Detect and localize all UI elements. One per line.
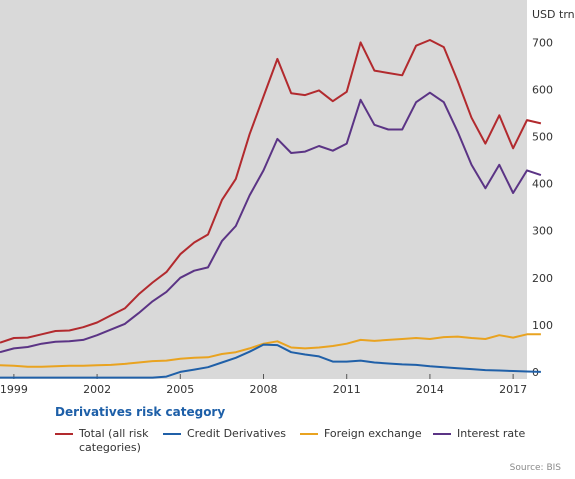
x-axis-ticks: 1999 2002 2005 2008 2011 2014 2017: [0, 374, 527, 396]
x-tick-label: 2002: [83, 383, 111, 396]
source-note: Source: BIS: [509, 463, 561, 473]
x-tick-label: 2017: [499, 383, 527, 396]
plot-area: [0, 0, 527, 379]
legend-item-interest: Interest rate: [433, 427, 525, 441]
legend-swatch-fx: [300, 433, 318, 435]
legend-label-total-line2: categories): [79, 441, 141, 454]
series-line-foreign-exchange: [0, 333, 541, 368]
series-line-credit-derivatives: [0, 343, 541, 379]
legend-label-fx: Foreign exchange: [324, 427, 422, 440]
x-tick-label: 2005: [166, 383, 194, 396]
x-tick-label: 2008: [250, 383, 278, 396]
legend-swatch-interest: [433, 433, 451, 435]
legend-label-total-line1: Total (all risk: [79, 427, 149, 440]
y-tick-label: 600: [532, 83, 553, 96]
y-tick-label: 400: [532, 178, 553, 191]
legend-item-fx: Foreign exchange: [300, 427, 422, 441]
x-tick-label: 1999: [0, 383, 28, 396]
legend-swatch-total: [55, 433, 73, 435]
y-tick-label: 100: [532, 319, 553, 332]
y-tick-label: 200: [532, 272, 553, 285]
legend-title: Derivatives risk category: [55, 405, 226, 419]
series-lines: [0, 39, 542, 379]
y-tick-label: 700: [532, 36, 553, 49]
legend-label-total: Total (all risk categories): [79, 427, 149, 455]
legend-label-interest: Interest rate: [457, 427, 526, 440]
legend-items: Total (all risk categories) Credit Deriv…: [55, 427, 555, 467]
legend-swatch-credit: [163, 433, 181, 435]
y-tick-label: 500: [532, 131, 553, 144]
y-tick-label: 300: [532, 225, 553, 238]
x-tick-label: 2014: [416, 383, 444, 396]
y-unit-label: USD trn: [532, 8, 575, 21]
legend-label-credit: Credit Derivatives: [187, 427, 287, 440]
x-tick-label: 2011: [333, 383, 361, 396]
series-line-total-all-risk-categories: [0, 39, 542, 344]
legend: Derivatives risk category Total (all ris…: [55, 405, 555, 467]
legend-item-credit: Credit Derivatives: [163, 427, 286, 441]
series-line-interest-rate: [0, 91, 542, 354]
legend-item-total: Total (all risk categories): [55, 427, 149, 455]
